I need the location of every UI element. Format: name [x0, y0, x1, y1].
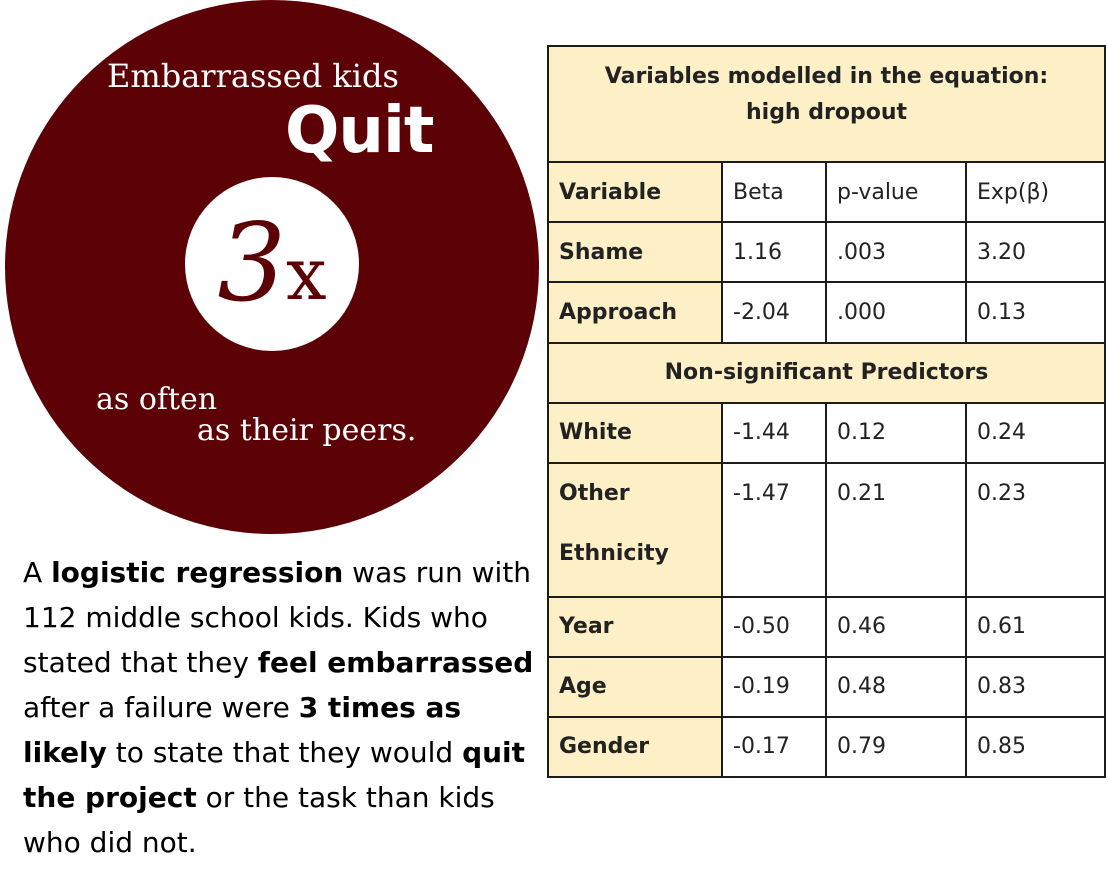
table-row: White -1.44 0.12 0.24	[547, 401, 1106, 464]
cell-p-value: .003	[825, 221, 967, 284]
emphasis-3-times: 3 times as likely	[23, 691, 462, 769]
column-header-exp-beta: Exp(β)	[965, 161, 1106, 224]
table-row: Year -0.50 0.46 0.61	[547, 595, 1106, 658]
table-title: Variables modelled in the equation: high…	[547, 44, 1106, 164]
multiplier-number: 3	[217, 201, 287, 326]
infographic-line-one: as often	[96, 382, 218, 417]
table-row: Shame 1.16 .003 3.20	[547, 221, 1106, 284]
column-header-p-value: p-value	[825, 161, 967, 224]
row-label: Other Ethnicity	[547, 461, 723, 598]
description-paragraph: A logistic regression was run with 112 m…	[23, 556, 534, 859]
cell-exp-beta: 0.61	[965, 595, 1106, 658]
cell-exp-beta: 0.83	[965, 655, 1106, 718]
cell-p-value: 0.48	[825, 655, 967, 718]
table-row: Gender -0.17 0.79 0.85	[547, 715, 1106, 779]
cell-exp-beta: 0.23	[965, 461, 1106, 598]
infographic-top-line: Embarrassed kids	[107, 57, 399, 95]
cell-beta: -0.50	[721, 595, 827, 658]
multiplier-x: x	[286, 232, 327, 316]
emphasis-logistic-regression: logistic regression	[51, 556, 344, 589]
cell-p-value: 0.21	[825, 461, 967, 598]
emphasis-quit-project: quit the project	[23, 736, 526, 814]
row-label: White	[547, 401, 723, 464]
emphasis-feel-embarrassed: feel embarrassed	[257, 646, 534, 679]
cell-beta: -0.19	[721, 655, 827, 718]
row-label: Year	[547, 595, 723, 658]
row-label: Shame	[547, 221, 723, 284]
section-header-row: Non-significant Predictors	[547, 341, 1106, 404]
cell-exp-beta: 0.13	[965, 281, 1106, 344]
row-label: Gender	[547, 715, 723, 779]
cell-p-value: 0.12	[825, 401, 967, 464]
column-header-variable: Variable	[547, 161, 723, 224]
cell-exp-beta: 0.24	[965, 401, 1106, 464]
cell-beta: 1.16	[721, 221, 827, 284]
column-header-beta: Beta	[721, 161, 827, 224]
cell-p-value: 0.79	[825, 715, 967, 779]
cell-beta: -1.44	[721, 401, 827, 464]
cell-exp-beta: 0.85	[965, 715, 1106, 779]
table-row: Approach -2.04 .000 0.13	[547, 281, 1106, 344]
cell-p-value: 0.46	[825, 595, 967, 658]
row-label: Approach	[547, 281, 723, 344]
table-header-row: Variable Beta p-value Exp(β)	[547, 161, 1106, 224]
table-row: Age -0.19 0.48 0.83	[547, 655, 1106, 718]
infographic-line-two: as their peers.	[197, 413, 417, 448]
cell-p-value: .000	[825, 281, 967, 344]
table-row: Other Ethnicity -1.47 0.21 0.23	[547, 461, 1106, 598]
cell-beta: -0.17	[721, 715, 827, 779]
cell-beta: -2.04	[721, 281, 827, 344]
cell-beta: -1.47	[721, 461, 827, 598]
infographic-headline: Quit	[285, 94, 434, 168]
cell-exp-beta: 3.20	[965, 221, 1106, 284]
row-label: Age	[547, 655, 723, 718]
section-label: Non-significant Predictors	[547, 341, 1106, 404]
regression-table: Variables modelled in the equation: high…	[547, 44, 1106, 779]
